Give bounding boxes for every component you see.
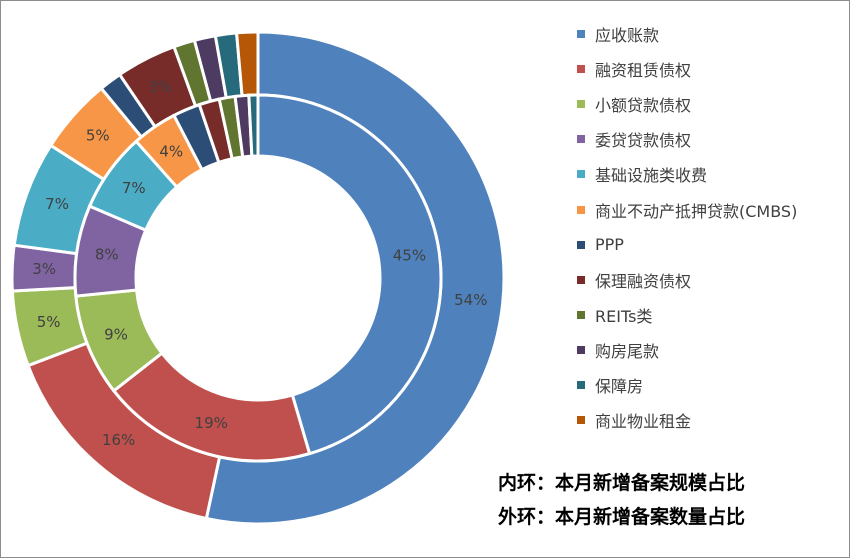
legend-item-3: 小额贷款债权 <box>577 94 692 116</box>
legend-label: 商业物业租金 <box>595 412 692 432</box>
outer-label-8: 3% <box>149 78 173 96</box>
outer-slice-12 <box>234 30 260 98</box>
legend-swatch <box>577 416 585 425</box>
legend-label: 基础设施类收费 <box>595 166 708 186</box>
legend-item-11: 保障房 <box>577 375 644 396</box>
legend-label: 保理融资债权 <box>595 271 692 291</box>
legend-swatch <box>577 345 585 354</box>
legend-item-5: 基础设施类收费 <box>577 164 708 186</box>
outer-label-2: 16% <box>102 431 135 449</box>
legend-item-2: 融资租赁债权 <box>577 59 692 81</box>
outer-label-4: 3% <box>32 260 56 278</box>
outer-label-6: 5% <box>86 127 110 145</box>
inner-label-2: 19% <box>195 414 228 432</box>
inner-ring <box>73 93 443 463</box>
inner-label-4: 8% <box>95 245 119 263</box>
percentage-labels: 45% 19% 9% 8% 7% 4% 54% 16% 5% 3% 7% 5% 3% <box>32 78 487 449</box>
legend-swatch <box>577 30 585 38</box>
legend-item-9: REITs类 <box>577 305 653 326</box>
legend-label: 应收账款 <box>595 26 660 45</box>
legend-swatch <box>577 135 585 144</box>
legend-item-10: 购房尾款 <box>577 340 660 361</box>
inner-label-6: 4% <box>159 142 183 160</box>
donut-chart: 45% 19% 9% 8% 7% 4% 54% 16% 5% 3% 7% 5% 3% <box>10 30 506 526</box>
outer-ring-note: 外环：本月新增备案数量占比 <box>498 506 746 528</box>
legend-label: 小额贷款债权 <box>595 96 692 116</box>
outer-label-5: 7% <box>45 195 69 213</box>
legend-item-6: 商业不动产抵押贷款(CMBS) <box>577 200 798 221</box>
legend-swatch <box>577 100 585 109</box>
legend-swatch <box>577 205 585 214</box>
legend-swatch <box>577 65 585 74</box>
legend-label: PPP <box>595 235 624 255</box>
outer-label-1: 54% <box>454 291 487 309</box>
legend-label: 商业不动产抵押贷款(CMBS) <box>595 201 798 221</box>
inner-label-1: 45% <box>393 247 426 265</box>
inner-label-3: 9% <box>104 325 128 343</box>
inner-label-5: 7% <box>122 179 146 197</box>
legend-label: REITs类 <box>595 306 653 326</box>
legend-swatch <box>577 381 585 389</box>
legend-swatch <box>577 170 585 179</box>
legend-label: 委贷贷款债权 <box>595 131 692 151</box>
legend-swatch <box>577 310 585 319</box>
legend-swatch <box>577 240 585 249</box>
inner-ring-note: 内环：本月新增备案规模占比 <box>498 472 746 494</box>
inner-slice-1 <box>256 93 443 456</box>
legend-item-7: PPP <box>577 235 624 255</box>
legend-item-12: 商业物业租金 <box>577 410 692 432</box>
legend-item-4: 委贷贷款债权 <box>577 129 692 151</box>
inner-slice-11 <box>247 93 260 158</box>
legend-label: 购房尾款 <box>595 341 660 361</box>
legend-swatch <box>577 275 585 284</box>
legend-label: 保障房 <box>595 377 644 396</box>
legend-item-8: 保理融资债权 <box>577 270 692 291</box>
legend-label: 融资租赁债权 <box>595 61 692 81</box>
outer-ring <box>10 30 506 526</box>
legend-item-1: 应收账款 <box>577 24 660 45</box>
outer-label-3: 5% <box>37 313 61 331</box>
